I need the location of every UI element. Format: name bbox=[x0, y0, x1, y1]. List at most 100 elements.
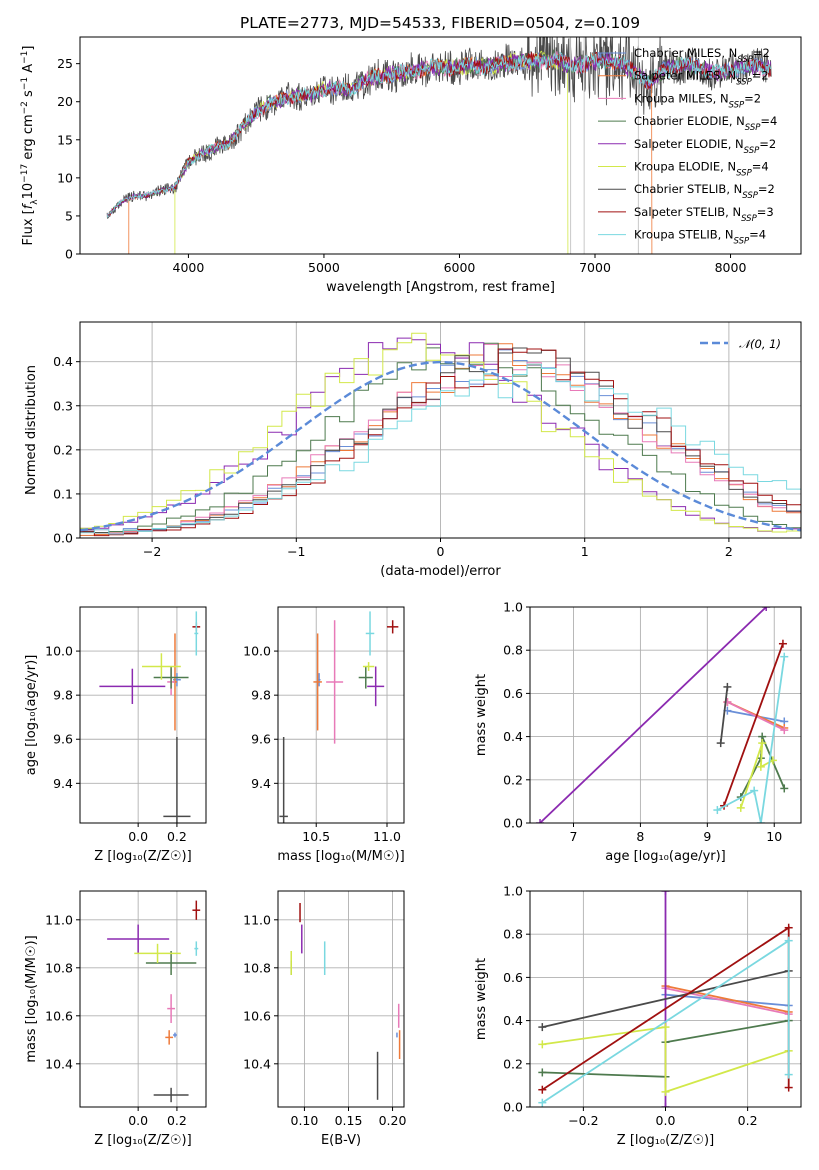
point-chabrier-stelib bbox=[279, 737, 288, 823]
weight_vs_Z-ytick-label: 0.0 bbox=[503, 1100, 523, 1115]
point-kroupa-stelib bbox=[323, 941, 326, 975]
age_vs_Z-frame bbox=[79, 606, 207, 824]
point-salpeter-stelib bbox=[387, 620, 399, 634]
legend-subscript: SSP bbox=[729, 100, 745, 110]
mass_vs_ebv-xtick-label: 0.15 bbox=[335, 1113, 363, 1128]
point-kroupa-elodie bbox=[290, 951, 292, 975]
spectrum-ytick-label: 15 bbox=[57, 132, 73, 147]
legend-text: Salpeter STELIB, N bbox=[634, 205, 741, 219]
age_vs_Z-ytick-label: 9.4 bbox=[53, 776, 73, 791]
age_vs_Z-ylabel: age [log₁₀(age/yr)] bbox=[24, 655, 39, 776]
weight_vs_age-panel: 7 8 9 10 0.0 0.2 0.4 0.6 0.8 1.0 age [log₁₀(age/yr… bbox=[474, 600, 802, 864]
legend-label: Chabrier STELIB, NSSP=2 bbox=[634, 182, 775, 201]
mass_vs_ebv-ytick-label: 11.0 bbox=[243, 912, 271, 927]
legend-value: =4 bbox=[760, 114, 777, 128]
legend-subscript: SSP bbox=[736, 169, 752, 179]
weight_vs_Z-frame bbox=[529, 890, 802, 1108]
legend-label: Kroupa STELIB, NSSP=4 bbox=[634, 228, 766, 247]
point-salpeter-elodie bbox=[367, 666, 385, 707]
point-salpeter-miles bbox=[398, 1030, 401, 1059]
weight-line bbox=[716, 656, 786, 823]
age_vs_mass-frame bbox=[277, 606, 405, 824]
point-chabrier-elodie bbox=[153, 666, 189, 689]
weight-line bbox=[665, 985, 789, 1013]
point-kroupa-miles bbox=[167, 994, 175, 1023]
point-kroupa-elodie bbox=[362, 662, 375, 671]
legend-label: Kroupa ELODIE, NSSP=4 bbox=[634, 160, 769, 179]
spectrum-frame bbox=[79, 36, 802, 255]
weight_vs_Z-ylabel: mass weight bbox=[474, 958, 489, 1040]
spectrum-ytick-label: 10 bbox=[57, 170, 73, 185]
weight_vs_age-frame bbox=[529, 606, 802, 824]
point-chabrier-miles bbox=[173, 1032, 177, 1038]
legend-subscript: SSP bbox=[741, 214, 757, 224]
weight_vs_Z-ytick-label: 1.0 bbox=[503, 884, 523, 899]
legend-value: =2 bbox=[753, 46, 770, 60]
legend-value: =2 bbox=[752, 69, 769, 83]
age_vs_mass-ytick-label: 9.8 bbox=[251, 688, 271, 703]
weight-line bbox=[542, 1026, 789, 1094]
residuals-xlabel: (data-model)/error bbox=[380, 564, 501, 579]
weight_vs_age-ytick-label: 0.2 bbox=[503, 772, 523, 787]
mass_vs_Z-xlabel: Z [log₁₀(Z/Z☉)] bbox=[94, 1133, 191, 1148]
spectrum-ylabel-part: −17 bbox=[20, 164, 30, 183]
age_vs_mass-xtick-label: 10.5 bbox=[302, 829, 330, 844]
point-chabrier-stelib bbox=[376, 1051, 379, 1100]
spectrum-ylabel-part: −2 bbox=[20, 101, 30, 114]
weight_vs_age-ytick-label: 0.6 bbox=[503, 686, 523, 701]
mass_vs_Z-frame bbox=[79, 890, 207, 1108]
legend-text: Salpeter MILES, N bbox=[634, 69, 736, 83]
mass_vs_Z-panel: 0.0 0.2 10.4 10.6 10.8 11.0 Z [log₁₀(Z/Z☉)] mas… bbox=[24, 890, 207, 1148]
spectrum-ylabel-part: λ bbox=[30, 199, 40, 205]
series-chabrier-miles bbox=[661, 990, 793, 1010]
legend-subscript: SSP bbox=[736, 78, 752, 88]
mass_vs_Z-ytick-label: 10.4 bbox=[45, 1056, 73, 1071]
point-kroupa-stelib bbox=[194, 611, 199, 656]
weight_vs_Z-xlabel: Z [log₁₀(Z/Z☉)] bbox=[617, 1133, 714, 1148]
age_vs_Z-xlabel: Z [log₁₀(Z/Z☉)] bbox=[94, 849, 191, 864]
weight_vs_Z-ytick-label: 0.6 bbox=[503, 970, 523, 985]
legend-subscript: SSP bbox=[744, 146, 760, 156]
point-chabrier-miles bbox=[173, 673, 181, 687]
weight_vs_age-xlabel: age [log₁₀(age/yr)] bbox=[605, 849, 726, 864]
histogram-kroupa-stelib bbox=[80, 363, 801, 538]
mass_vs_ebv-frame bbox=[277, 890, 405, 1108]
mass_vs_Z-ytick-label: 10.8 bbox=[45, 960, 73, 975]
legend-subscript: SSP bbox=[745, 123, 761, 133]
legend-label: Chabrier MILES, NSSP=2 bbox=[634, 46, 770, 65]
legend-text: Chabrier STELIB, N bbox=[634, 182, 742, 196]
age_vs_mass-xtick-label: 11.0 bbox=[373, 829, 401, 844]
point-chabrier-elodie bbox=[358, 666, 373, 689]
spectrum-ytick-label: 0 bbox=[65, 247, 73, 262]
point-chabrier-elodie bbox=[145, 951, 197, 975]
residuals-ytick-label: 0.1 bbox=[53, 486, 73, 501]
residuals-ytick-label: 0.0 bbox=[53, 531, 73, 546]
spectrum-ytick-label: 25 bbox=[57, 56, 73, 71]
age_vs_Z-panel: 0.0 0.2 9.4 9.6 9.8 10.0 Z [log₁₀(Z/Z☉)] age [l… bbox=[24, 606, 207, 864]
legend-subscript: SSP bbox=[742, 191, 758, 201]
age_vs_Z-ytick-label: 10.0 bbox=[45, 644, 73, 659]
weight-line bbox=[665, 987, 789, 1015]
series-chabrier-stelib bbox=[716, 682, 732, 748]
gaussian-curve bbox=[79, 360, 802, 532]
age_vs_Z-ytick-label: 9.6 bbox=[53, 732, 73, 747]
point-chabrier-stelib bbox=[153, 1087, 189, 1103]
weight-line bbox=[723, 643, 784, 807]
weight_vs_Z-ytick-label: 0.8 bbox=[503, 927, 523, 942]
age_vs_mass-panel: 10.5 11.0 9.4 9.6 9.8 10.0 mass [log₁₀(M/M☉)] bbox=[243, 606, 405, 864]
mass_vs_ebv-xtick-label: 0.10 bbox=[291, 1113, 319, 1128]
mass_vs_ebv-panel: 0.10 0.15 0.20 10.4 10.6 10.8 11.0 E(B-V) bbox=[243, 890, 407, 1148]
point-kroupa-elodie bbox=[134, 943, 181, 963]
legend-value: =2 bbox=[759, 137, 776, 151]
mass_vs_Z-ytick-label: 10.6 bbox=[45, 1008, 73, 1023]
residuals-xtick-label: 2 bbox=[725, 544, 733, 559]
residuals-ytick-label: 0.2 bbox=[53, 442, 73, 457]
spectrum-xtick-label: 5000 bbox=[308, 260, 340, 275]
point-kroupa-elodie bbox=[142, 653, 181, 680]
spectrum-line-salpeter-elodie bbox=[106, 52, 771, 216]
residuals-xtick-label: −1 bbox=[287, 544, 305, 559]
spectrum-ytick-label: 5 bbox=[65, 208, 73, 223]
spectrum-ylabel-part: A bbox=[21, 64, 36, 77]
weight_vs_Z-xtick-label: −0.2 bbox=[568, 1113, 598, 1128]
mass_vs_Z-ylabel: mass [log₁₀(M/M☉)] bbox=[24, 935, 39, 1062]
